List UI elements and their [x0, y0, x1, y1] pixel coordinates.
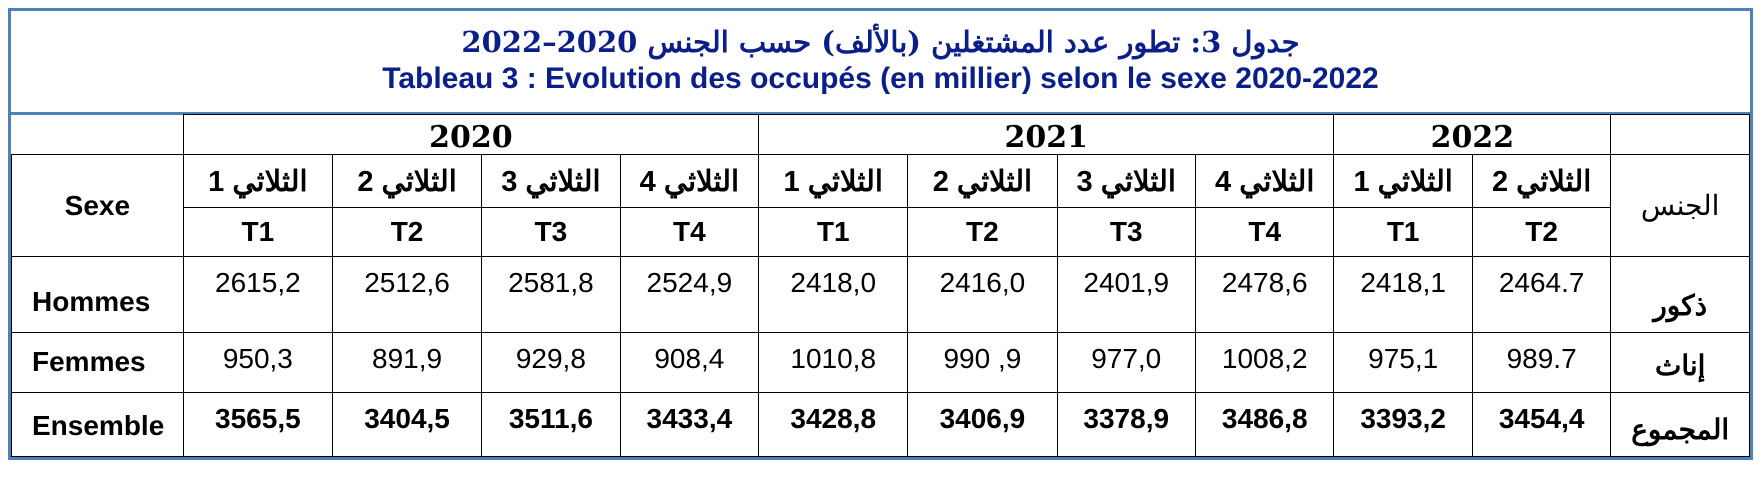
- row-label-ar: ذكور: [1610, 255, 1750, 334]
- year-header-2022: 2022: [1333, 113, 1612, 156]
- table-cell: 1008,2: [1194, 332, 1335, 394]
- data-table: 2020 2021 2022 Sexe الثلاثي 1 الثلاثي 2 …: [11, 113, 1750, 457]
- table-cell: 1010,8: [758, 332, 909, 394]
- table-cell: 975,1: [1333, 332, 1473, 394]
- table-cell: 3428,8: [758, 392, 909, 457]
- table-cell: 2416,0: [907, 255, 1058, 334]
- quarter-ar-header: الثلاثي 2: [1471, 154, 1612, 209]
- quarter-fr-header: T3: [1056, 207, 1196, 257]
- quarter-fr-header: T1: [182, 207, 333, 257]
- quarter-ar-header: الثلاثي 2: [907, 154, 1058, 209]
- table-title: جدول 3: تطور عدد المشتغلين (بالألف) حسب …: [11, 11, 1750, 115]
- quarter-fr-header: T4: [619, 207, 760, 257]
- table-row-femmes: Femmes 950,3 891,9 929,8 908,4 1010,8 99…: [11, 332, 1750, 394]
- table-cell: 3406,9: [907, 392, 1058, 457]
- quarter-ar-header: الثلاثي 2: [331, 154, 483, 209]
- quarter-ar-header: الثلاثي 4: [619, 154, 760, 209]
- row-label-fr: Ensemble: [11, 392, 184, 457]
- table-cell: 3454,4: [1471, 392, 1612, 457]
- table-row-ensemble: Ensemble 3565,5 3404,5 3511,6 3433,4 342…: [11, 392, 1750, 457]
- title-french: Tableau 3 : Evolution des occupés (en mi…: [382, 62, 1379, 95]
- table-cell: 950,3: [182, 332, 333, 394]
- table-cell: 3404,5: [331, 392, 483, 457]
- quarter-ar-header: الثلاثي 1: [758, 154, 909, 209]
- quarter-ar-header: الثلاثي 3: [1056, 154, 1196, 209]
- sexe-header: Sexe: [11, 154, 184, 257]
- table-cell: 3433,4: [619, 392, 760, 457]
- quarter-fr-row: T1 T2 T3 T4 T1 T2 T3 T4 T1 T2: [12, 207, 1750, 257]
- quarter-fr-header: T4: [1194, 207, 1335, 257]
- quarter-ar-row: Sexe الثلاثي 1 الثلاثي 2 الثلاثي 3 الثلا…: [11, 154, 1750, 257]
- table-cell: 2478,6: [1194, 255, 1335, 334]
- quarter-fr-header: T3: [481, 207, 621, 257]
- table-cell: 2464.7: [1471, 255, 1612, 334]
- row-label-ar: إناث: [1610, 332, 1750, 394]
- quarter-ar-header: الثلاثي 1: [1333, 154, 1473, 209]
- table-frame: جدول 3: تطور عدد المشتغلين (بالألف) حسب …: [8, 8, 1753, 460]
- quarter-ar-header: الثلاثي 1: [182, 154, 333, 209]
- quarter-fr-header: T1: [758, 207, 909, 257]
- quarter-fr-header: T2: [331, 207, 483, 257]
- arabic-sex-header: الجنس: [1610, 154, 1750, 257]
- table-cell: 908,4: [619, 332, 760, 394]
- title-arabic: جدول 3: تطور عدد المشتغلين (بالألف) حسب …: [461, 25, 1300, 59]
- corner-cell: [11, 114, 184, 156]
- row-label-ar: المجموع: [1610, 392, 1750, 457]
- year-header-2020: 2020: [182, 113, 760, 156]
- row-label-fr: Hommes: [11, 255, 184, 334]
- table-cell: 2401,9: [1056, 255, 1196, 334]
- table-cell: 2418,1: [1333, 255, 1473, 334]
- quarter-ar-header: الثلاثي 3: [481, 154, 621, 209]
- table-cell: 2524,9: [619, 255, 760, 334]
- table-cell: 2512,6: [331, 255, 483, 334]
- table-cell: 929,8: [481, 332, 621, 394]
- table-cell: 3378,9: [1056, 392, 1196, 457]
- table-cell: 2615,2: [182, 255, 333, 334]
- quarter-ar-header: الثلاثي 4: [1194, 154, 1335, 209]
- table-cell: 3486,8: [1194, 392, 1335, 457]
- year-header-row: 2020 2021 2022: [11, 113, 1750, 156]
- table-row-hommes: Hommes 2615,2 2512,6 2581,8 2524,9 2418,…: [11, 255, 1750, 334]
- table-cell: 3511,6: [481, 392, 621, 457]
- table-cell: 989.7: [1471, 332, 1612, 394]
- quarter-fr-header: T1: [1333, 207, 1473, 257]
- table-cell: 990 ,9: [907, 332, 1058, 394]
- row-label-fr: Femmes: [11, 332, 184, 394]
- table-cell: 2418,0: [758, 255, 909, 334]
- table-cell: 2581,8: [481, 255, 621, 334]
- table-cell: 3565,5: [182, 392, 333, 457]
- year-header-2021: 2021: [758, 113, 1335, 156]
- quarter-fr-header: T2: [907, 207, 1058, 257]
- year-header-empty: [1610, 113, 1750, 156]
- table-cell: 3393,2: [1333, 392, 1473, 457]
- table-cell: 891,9: [331, 332, 483, 394]
- quarter-fr-header: T2: [1471, 207, 1612, 257]
- table-cell: 977,0: [1056, 332, 1196, 394]
